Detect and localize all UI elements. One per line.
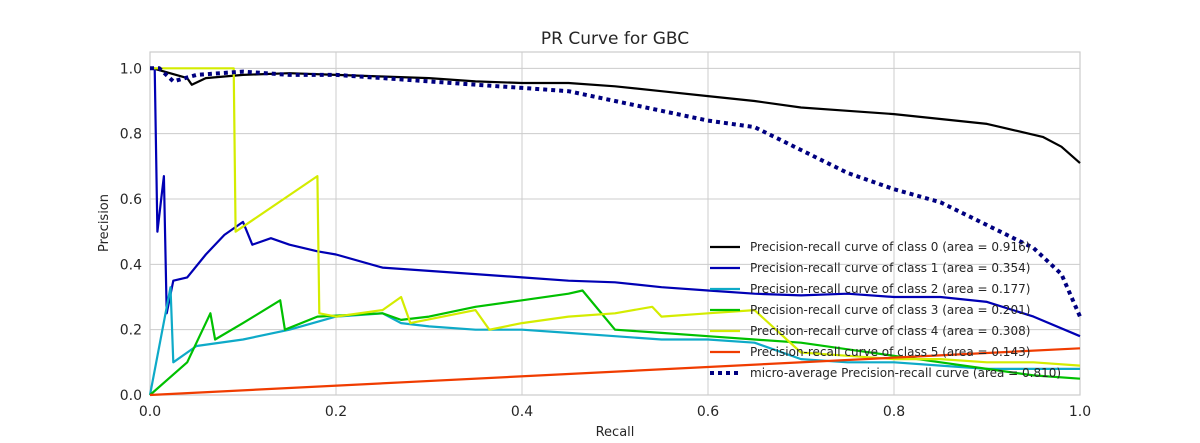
x-axis-label: Recall [596, 425, 635, 440]
series-line-0 [150, 67, 1081, 164]
y-tick-label: 0.2 [120, 323, 142, 339]
plot-background [150, 52, 1080, 395]
x-tick-label: 0.6 [697, 404, 719, 420]
legend: Precision-recall curve of class 0 (area … [710, 240, 1061, 380]
x-tick-label: 0.2 [325, 404, 347, 420]
series-line-3 [149, 289, 1081, 396]
series-line-5 [149, 347, 1081, 397]
x-tick-label: 0.0 [139, 404, 161, 420]
y-tick-label: 0.0 [120, 388, 142, 404]
legend-entry-5: Precision-recall curve of class 5 (area … [750, 345, 1030, 359]
y-tick-label: 0.6 [120, 192, 142, 208]
x-tick-label: 0.4 [511, 404, 533, 420]
legend-entry-6: micro-average Precision-recall curve (ar… [750, 366, 1061, 380]
x-tick-label: 1.0 [1069, 404, 1091, 420]
series-line-2 [148, 286, 1080, 396]
x-tick-label: 0.8 [883, 404, 905, 420]
legend-entry-0: Precision-recall curve of class 0 (area … [750, 240, 1030, 254]
legend-entry-2: Precision-recall curve of class 2 (area … [750, 282, 1030, 296]
y-tick-label: 0.8 [120, 127, 142, 143]
y-tick-label: 0.4 [120, 257, 142, 273]
legend-entry-4: Precision-recall curve of class 4 (area … [750, 324, 1030, 338]
y-tick-label: 1.0 [120, 61, 142, 77]
tick-labels: 0.0 0.2 0.4 0.6 0.8 1.0 0.0 0.2 0.4 0.6 0.8 1.0 [120, 61, 1091, 420]
series-lines [148, 66, 1082, 397]
series-line-6 [150, 66, 1082, 318]
series-line-1 [150, 67, 1081, 338]
chart-title: PR Curve for GBC [541, 29, 689, 49]
plot-frame [149, 51, 1081, 396]
legend-entry-1: Precision-recall curve of class 1 (area … [750, 261, 1030, 275]
y-axis-label: Precision [97, 194, 112, 252]
legend-entry-3: Precision-recall curve of class 3 (area … [750, 303, 1030, 317]
